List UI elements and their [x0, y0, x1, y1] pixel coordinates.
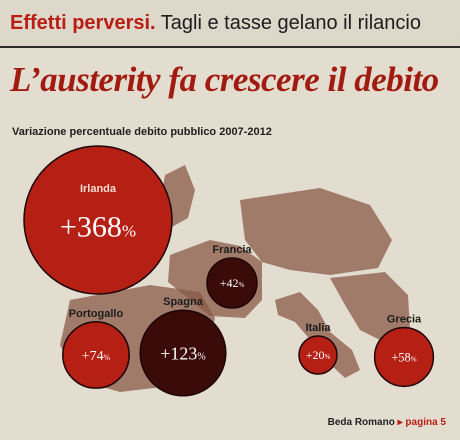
value-label-italia: +20%	[306, 348, 331, 362]
country-label-spagna: Spagna	[163, 296, 204, 308]
credit-page[interactable]: pagina 5	[405, 417, 446, 428]
bubble-irlanda	[23, 145, 173, 295]
country-label-irlanda: Irlanda	[80, 183, 117, 195]
value-label-irlanda: +368%	[60, 211, 136, 244]
bubble-portogallo	[62, 321, 130, 389]
balkans-shape	[330, 272, 410, 345]
kicker-line: Effetti perversi. Tagli e tasse gelano i…	[10, 8, 452, 38]
bubble-francia	[206, 257, 258, 309]
value-label-portogallo: +74%	[82, 349, 111, 364]
country-label-grecia: Grecia	[387, 314, 422, 326]
kicker-rest: Tagli e tasse gelano il rilancio	[155, 12, 421, 34]
bubble-grecia	[373, 326, 435, 388]
country-label-italia: Italia	[305, 322, 331, 334]
headline: L’austerity fa crescere il debito	[10, 60, 439, 99]
credit-author: Beda Romano	[327, 417, 395, 428]
italy-shape	[275, 292, 360, 378]
chart-title: Variazione percentuale debito pubblico 2…	[12, 126, 272, 138]
central-europe-shape	[240, 188, 392, 275]
value-label-spagna: +123%	[160, 343, 205, 363]
country-label-francia: Francia	[212, 244, 252, 256]
bubble-italia	[298, 335, 338, 375]
kicker-strong: Effetti perversi.	[10, 12, 156, 34]
bubble-spagna	[139, 309, 227, 397]
value-label-francia: +42%	[220, 276, 245, 290]
arrow-icon: ▸	[397, 417, 403, 428]
country-label-portogallo: Portogallo	[69, 308, 124, 320]
credit-line: Beda Romano ▸ pagina 5	[328, 417, 446, 428]
value-label-grecia: +58%	[391, 350, 416, 364]
bubble-layer: Irlanda +368% Francia +42% Portogallo +74% Spa…	[23, 145, 435, 397]
